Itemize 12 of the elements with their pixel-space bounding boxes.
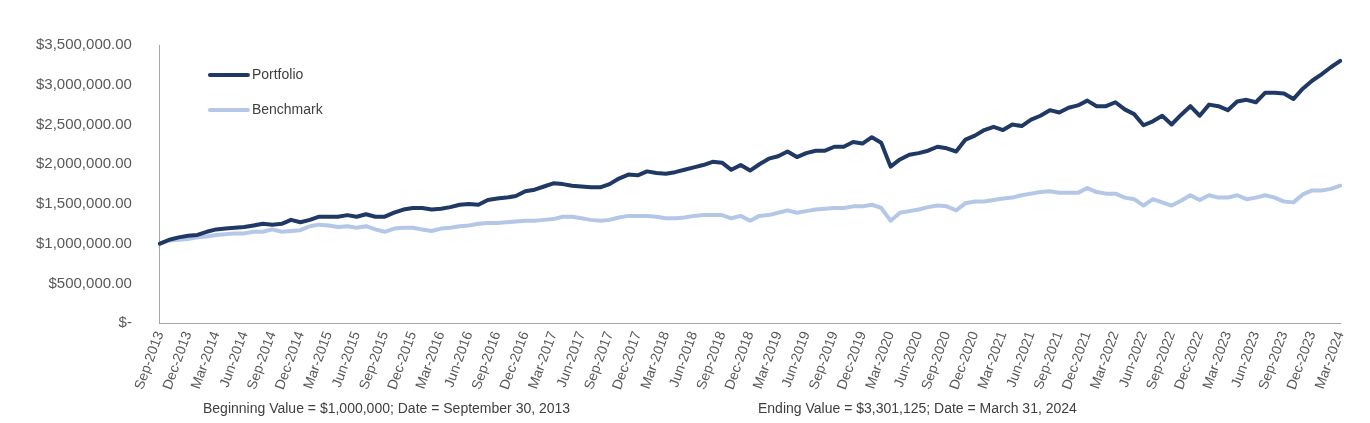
text: Ending Value = $3,301,125; Date = March 31, 2024 <box>758 400 1077 416</box>
y-tick-label: $500,000.00 <box>48 273 132 291</box>
text: Beginning Value = $1,000,000; Date = September 30, 2013 <box>203 400 571 416</box>
y-tick-label: $1,000,000.00 <box>35 233 132 251</box>
legend-label: Benchmark <box>251 100 324 117</box>
y-tick-label: $2,000,000.00 <box>35 154 132 172</box>
y-tick-label: $- <box>118 313 132 331</box>
y-tick-label: $3,000,000.00 <box>35 74 132 92</box>
y-tick-label: $3,500,000.00 <box>35 35 132 53</box>
legend-label: Portfolio <box>251 65 304 82</box>
y-tick-label: $2,500,000.00 <box>35 114 132 132</box>
y-tick-label: $1,500,000.00 <box>35 194 132 212</box>
